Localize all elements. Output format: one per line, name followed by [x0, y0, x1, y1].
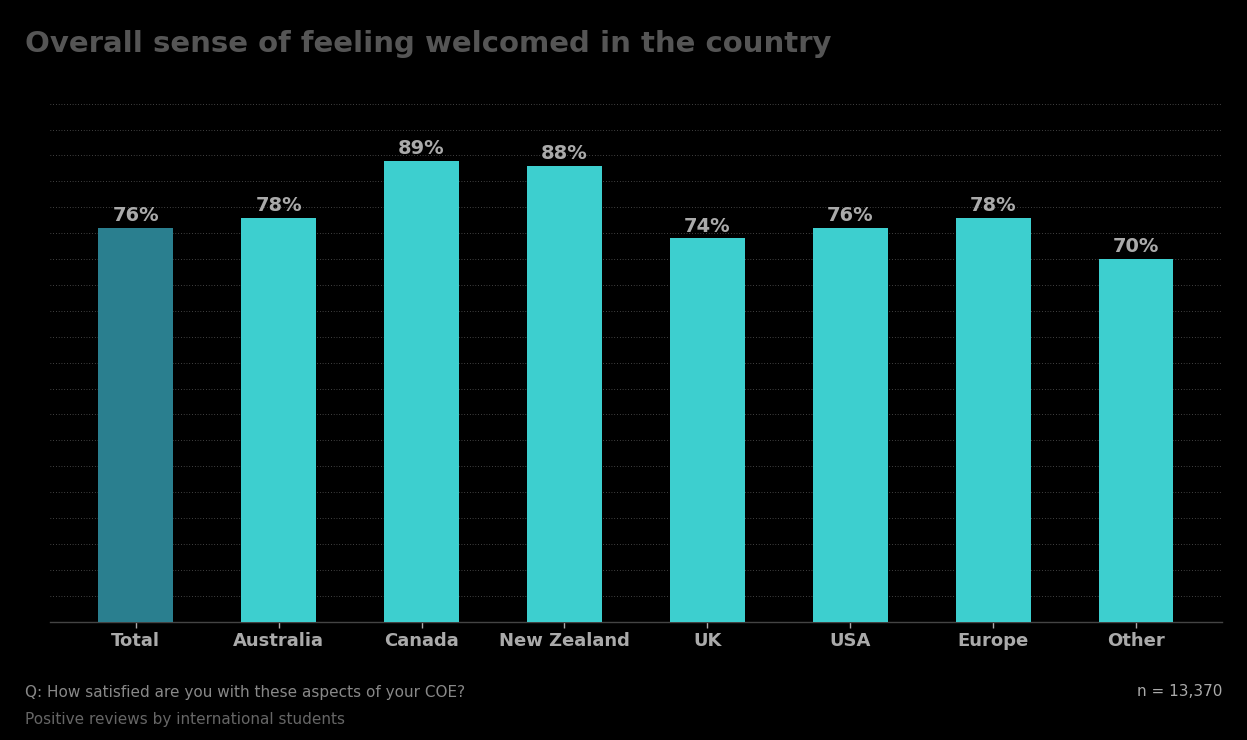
Text: n = 13,370: n = 13,370: [1137, 684, 1222, 699]
Bar: [671, 238, 744, 622]
Bar: [242, 218, 315, 622]
Text: 88%: 88%: [541, 144, 587, 164]
Text: 74%: 74%: [685, 217, 731, 235]
Bar: [384, 161, 459, 622]
Text: Q: How satisfied are you with these aspects of your COE?: Q: How satisfied are you with these aspe…: [25, 684, 465, 699]
Text: 76%: 76%: [112, 206, 158, 225]
Text: 76%: 76%: [827, 206, 874, 225]
Bar: [527, 166, 601, 622]
Text: Overall sense of feeling welcomed in the country: Overall sense of feeling welcomed in the…: [25, 30, 832, 58]
Text: 70%: 70%: [1114, 238, 1160, 256]
Text: 78%: 78%: [970, 196, 1016, 215]
Bar: [99, 228, 173, 622]
Bar: [1099, 259, 1173, 622]
Text: 89%: 89%: [398, 139, 445, 158]
Text: 78%: 78%: [256, 196, 302, 215]
Text: Positive reviews by international students: Positive reviews by international studen…: [25, 712, 345, 727]
Bar: [956, 218, 1030, 622]
Bar: [813, 228, 888, 622]
